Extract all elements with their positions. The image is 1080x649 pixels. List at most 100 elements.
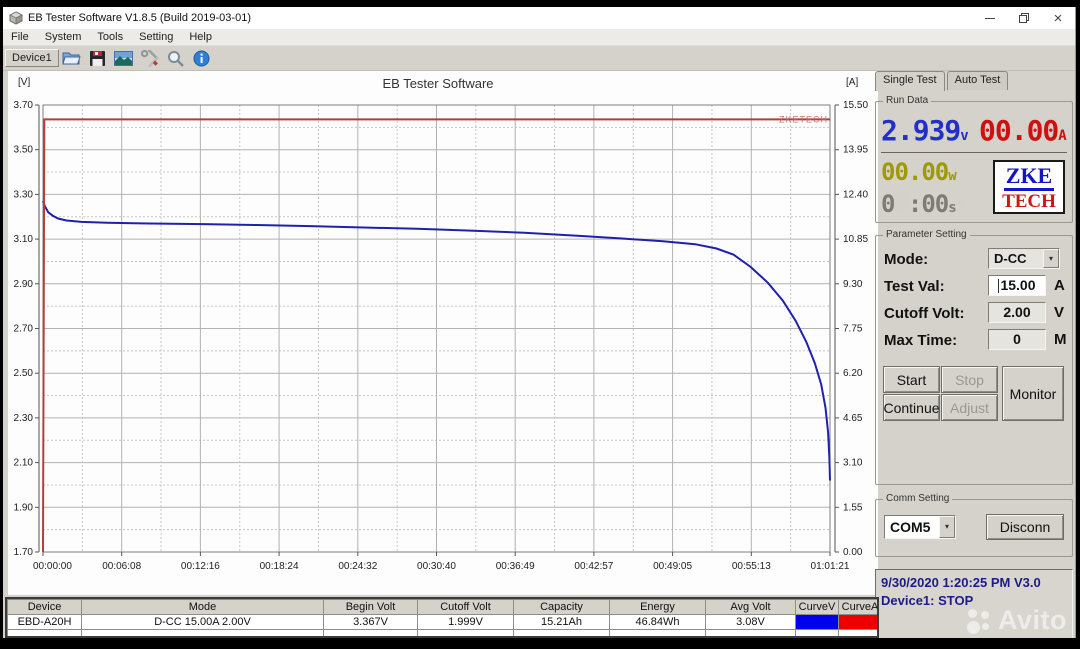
x-axis-tick: 00:06:08 xyxy=(102,561,141,572)
max-time-unit: M xyxy=(1054,331,1067,348)
menu-item-tools[interactable]: Tools xyxy=(97,31,124,43)
stop-button[interactable]: Stop xyxy=(941,366,998,393)
rundata-divider xyxy=(881,152,1067,153)
table-cell: 15.21Ah xyxy=(513,614,610,630)
toolbar: Device1 xyxy=(3,46,1075,71)
zketech-watermark: ZKETECH xyxy=(779,114,828,124)
menu-bar: File System Tools Setting Help xyxy=(3,29,1075,46)
close-button[interactable]: × xyxy=(1041,7,1075,29)
table-cell xyxy=(795,629,839,636)
table-cell: D-CC 15.00A 2.00V xyxy=(81,614,324,630)
mode-dropdown[interactable]: D-CC ▾ xyxy=(988,248,1060,269)
left-axis-tick: 1.90 xyxy=(14,502,34,513)
save-button[interactable] xyxy=(87,48,109,68)
photo-watermark: Avito xyxy=(967,605,1067,636)
table-cell xyxy=(7,629,82,636)
results-table: Device Mode Begin Volt Cutoff Volt Capacity E… xyxy=(5,597,879,638)
tab-auto-test[interactable]: Auto Test xyxy=(946,71,1009,90)
left-axis-tick: 1.70 xyxy=(14,547,34,558)
curve-v-swatch xyxy=(795,614,839,630)
column-header-capacity: Capacity xyxy=(513,599,610,615)
x-axis-tick: 00:24:32 xyxy=(338,561,377,572)
close-icon: × xyxy=(1053,9,1063,27)
menu-item-file[interactable]: File xyxy=(11,31,29,43)
avito-logo-icon xyxy=(967,606,993,636)
x-axis-tick: 00:30:40 xyxy=(417,561,456,572)
table-row-empty xyxy=(7,629,877,636)
start-button[interactable]: Start xyxy=(883,366,940,393)
log-panel[interactable]: 9/30/2020 1:20:25 PM V3.0 Device1: STOP xyxy=(875,569,1073,638)
log-line: Device1: STOP xyxy=(881,592,974,608)
menu-item-help[interactable]: Help xyxy=(189,31,212,43)
cutoff-volt-input[interactable]: 2.00 xyxy=(988,302,1046,323)
run-data-label: Run Data xyxy=(883,95,932,106)
right-axis-tick: 10.85 xyxy=(843,234,868,245)
column-header-device: Device xyxy=(7,599,82,615)
parameter-setting-group: Parameter Setting Mode: D-CC ▾ Test Val:… xyxy=(875,229,1073,485)
table-cell xyxy=(705,629,796,636)
minimize-button[interactable] xyxy=(973,7,1007,29)
table-cell xyxy=(417,629,514,636)
restore-button[interactable] xyxy=(1007,7,1041,29)
table-cell: 3.08V xyxy=(705,614,796,630)
disconnect-button[interactable]: Disconn xyxy=(986,514,1064,540)
settings-tools-button[interactable] xyxy=(139,48,161,68)
chevron-down-icon[interactable]: ▾ xyxy=(939,516,955,538)
device-selector[interactable]: Device1 xyxy=(5,49,59,67)
column-header-cutoff-volt: Cutoff Volt xyxy=(417,599,514,615)
zoom-button[interactable] xyxy=(165,48,187,68)
left-axis-tick: 2.90 xyxy=(14,279,34,290)
open-file-button[interactable] xyxy=(61,48,83,68)
time-readout: 08:00s8 xyxy=(881,190,966,218)
continue-button[interactable]: Continue xyxy=(883,394,940,421)
table-cell xyxy=(513,629,610,636)
x-axis-tick: 00:00:00 xyxy=(33,561,72,572)
right-axis-unit: [A] xyxy=(846,77,858,88)
com-port-dropdown[interactable]: COM5 ▾ xyxy=(884,515,956,539)
chart-gridlines xyxy=(43,105,830,552)
column-header-curvev: CurveV xyxy=(795,599,839,615)
right-axis-tick: 12.40 xyxy=(843,189,868,200)
chevron-down-icon[interactable]: ▾ xyxy=(1043,249,1059,268)
table-cell: 1.999V xyxy=(417,614,514,630)
table-cell: EBD-A20H xyxy=(7,614,82,630)
discharge-chart: EB Tester Software [V] [A] 3.70 3.50 3.30 3.10… xyxy=(14,76,869,572)
menu-item-system[interactable]: System xyxy=(44,31,82,43)
log-line: 9/30/2020 1:20:25 PM V3.0 xyxy=(881,575,1041,590)
open-folder-icon xyxy=(62,52,81,65)
monitor-button[interactable]: Monitor xyxy=(1002,366,1064,421)
export-image-button[interactable] xyxy=(113,48,135,68)
app-window: EB Tester Software V1.8.5 (Build 2019-03… xyxy=(3,7,1076,638)
right-axis-tick: 3.10 xyxy=(843,458,863,469)
test-val-input[interactable]: 15.00 xyxy=(988,275,1046,296)
adjust-button[interactable]: Adjust xyxy=(941,394,998,421)
table-cell xyxy=(609,629,706,636)
x-axis-tick: 00:12:16 xyxy=(181,561,220,572)
voltage-readout: 2.939v xyxy=(881,114,969,147)
control-panel: Single Test Auto Test Run Data 2.939v 00… xyxy=(875,71,1073,638)
chart-area: EB Tester Software [V] [A] 3.70 3.50 3.30 3.10… xyxy=(8,71,878,595)
about-button[interactable] xyxy=(191,48,213,68)
column-header-curvea: CurveA xyxy=(838,599,877,615)
tab-single-test[interactable]: Single Test xyxy=(875,71,945,91)
run-data-group: Run Data 2.939v 00.00A 00.00w 08:00s8 ZK… xyxy=(875,95,1073,223)
comm-setting-group: Comm Setting COM5 ▾ Disconn xyxy=(875,493,1073,557)
app-icon xyxy=(9,11,23,25)
current-readout: 00.00A xyxy=(979,114,1067,147)
menu-item-setting[interactable]: Setting xyxy=(139,31,174,43)
table-cell xyxy=(323,629,418,636)
curve-a-swatch xyxy=(838,614,877,630)
left-axis-tick: 2.30 xyxy=(14,413,34,424)
mode-label: Mode: xyxy=(884,250,929,268)
restore-icon xyxy=(1019,13,1029,23)
table-row[interactable]: EBD-A20H D-CC 15.00A 2.00V 3.367V 1.999V 15.… xyxy=(7,614,877,630)
table-cell: 3.367V xyxy=(323,614,418,630)
column-header-begin-volt: Begin Volt xyxy=(323,599,418,615)
info-icon xyxy=(193,50,210,66)
left-axis-tick: 2.50 xyxy=(14,368,34,379)
right-axis-tick: 7.75 xyxy=(843,324,863,335)
left-axis-tick: 3.30 xyxy=(14,189,34,200)
max-time-input[interactable]: 0 xyxy=(988,329,1046,350)
test-tabs: Single Test Auto Test xyxy=(875,71,1073,91)
x-axis-tick: 00:18:24 xyxy=(260,561,299,572)
